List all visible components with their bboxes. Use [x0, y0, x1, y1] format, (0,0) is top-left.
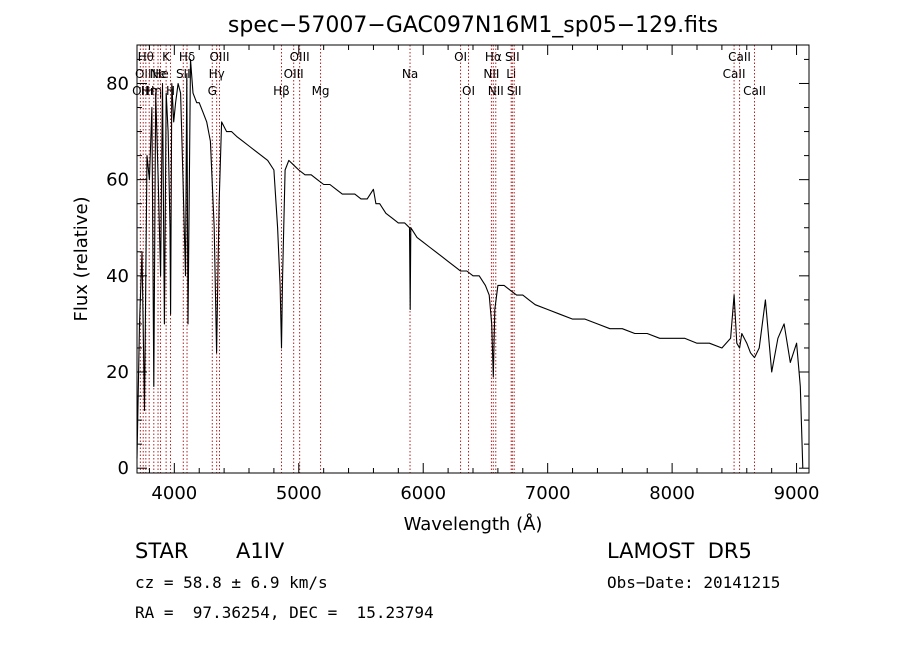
- x-tick-label: 4000: [151, 483, 197, 504]
- line-marker-label: Mg: [312, 84, 330, 98]
- x-tick-label: 5000: [276, 483, 322, 504]
- line-marker-label: He: [152, 67, 168, 81]
- chart-title: spec−57007−GAC097N16M1_sp05−129.fits: [228, 13, 718, 38]
- line-marker-label: Hγ: [209, 67, 225, 81]
- y-tick-label: 20: [106, 362, 129, 383]
- line-marker-label: Hα: [485, 50, 502, 64]
- line-marker-label: Na: [402, 67, 418, 81]
- line-marker-label: Hθ: [138, 50, 154, 64]
- line-marker-label: Li: [506, 67, 516, 81]
- line-marker-label: SII: [505, 50, 520, 64]
- line-marker-label: OIII: [209, 50, 229, 64]
- line-marker-label: CaII: [723, 67, 746, 81]
- spectrum-line: [136, 58, 804, 469]
- line-marker-label: OIII: [290, 50, 310, 64]
- y-tick-label: 0: [118, 458, 129, 479]
- x-tick-label: 7000: [525, 483, 571, 504]
- line-marker-label: Ne: [150, 67, 166, 81]
- line-marker-label: OI: [462, 84, 475, 98]
- x-tick-label: 9000: [774, 483, 820, 504]
- line-marker-label: CaII: [728, 50, 751, 64]
- line-marker-label: Hη: [145, 84, 162, 98]
- y-axis-label: Flux (relative): [71, 196, 92, 321]
- x-tick-label: 8000: [649, 483, 695, 504]
- line-marker-label: CaII: [743, 84, 766, 98]
- line-marker-label: SII: [507, 84, 522, 98]
- y-tick-label: 80: [106, 73, 129, 94]
- x-axis-label: Wavelength (Å): [404, 513, 543, 535]
- y-tick-label: 40: [106, 266, 129, 287]
- line-marker-label: SII: [176, 67, 191, 81]
- line-marker-label: Hβ: [273, 84, 290, 98]
- object-class: STAR: [135, 539, 189, 563]
- observation-date: Obs−Date: 20141215: [607, 573, 781, 592]
- survey-name: LAMOST DR5: [607, 539, 752, 563]
- redshift-velocity: cz = 58.8 ± 6.9 km/s: [135, 573, 328, 592]
- line-marker-label: OI: [454, 50, 467, 64]
- spectral-subclass: A1IV: [236, 539, 285, 563]
- line-marker-label: NII: [488, 84, 504, 98]
- plot-frame: [136, 44, 810, 474]
- line-marker-label: OIII: [284, 67, 304, 81]
- y-tick-label: 60: [106, 170, 129, 191]
- line-marker-label: NII: [483, 67, 499, 81]
- line-marker-label: OII: [135, 67, 152, 81]
- line-marker-label: K: [162, 50, 171, 64]
- ra-dec-coordinates: RA = 97.36254, DEC = 15.23794: [135, 603, 434, 622]
- line-marker-label: OII: [132, 84, 149, 98]
- line-marker-label: H: [166, 84, 175, 98]
- line-marker-label: G: [208, 84, 217, 98]
- x-tick-label: 6000: [400, 483, 446, 504]
- line-marker-label: Hδ: [179, 50, 195, 64]
